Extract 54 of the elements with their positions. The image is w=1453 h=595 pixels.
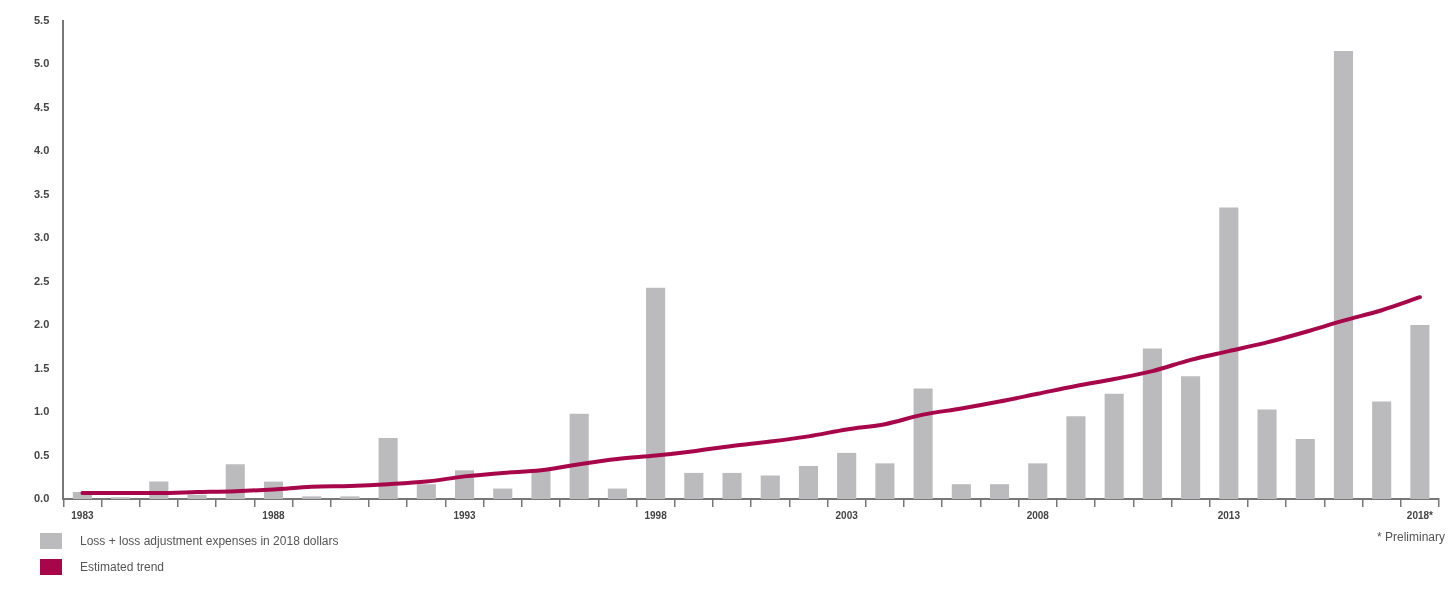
y-tick-label: 1.5 [33,361,50,374]
y-tick-label: 2.5 [33,274,50,287]
bar [1333,51,1354,499]
bar [187,494,207,499]
bar [1219,207,1239,499]
y-tick-label: 1.0 [33,405,50,418]
bar [607,488,627,499]
y-tick-label: 5.5 [33,13,50,26]
line-series [80,295,1422,495]
x-tick-label: 1993 [453,509,477,521]
bar [1142,348,1162,499]
x-tick-label: 2018* [1406,509,1434,521]
bar [1181,376,1201,499]
text: * Preliminary [1376,530,1445,544]
bar [951,484,971,499]
bar [1295,438,1315,499]
bar [684,472,704,499]
bar [1257,409,1277,499]
bar [493,488,513,499]
bar [875,463,895,499]
bar [798,465,819,499]
x-tick-label: 2008 [1026,509,1050,521]
bar [1066,416,1086,499]
bar [989,484,1010,499]
bar [646,287,666,499]
bar [416,484,436,499]
y-tick-label: 0.0 [33,492,50,505]
bar [302,496,322,499]
bar [722,472,742,499]
bar [1028,463,1048,499]
bar [340,496,360,499]
x-tick-label: 1983 [71,509,94,521]
bar [1104,393,1124,499]
y-tick-label: 5.0 [33,57,50,70]
bar [913,388,933,499]
y-tick-label: 4.0 [33,144,50,157]
x-tick-label: 1988 [262,509,286,521]
bar [837,452,857,499]
x-tick-label: 1998 [644,509,668,521]
y-tick-label: 3.5 [33,187,50,200]
x-tick-label: 2003 [835,509,859,521]
x-tick-label: 2013 [1217,509,1241,521]
bar [569,413,589,499]
bar [760,475,780,499]
bar [378,438,398,499]
bar [531,470,551,499]
legend-label: Loss + loss adjustment expenses in 2018 dollars [80,534,339,548]
bar [1372,401,1392,499]
y-tick-label: 2.0 [33,318,50,331]
y-tick-label: 4.5 [33,100,50,113]
bar [1410,325,1430,499]
y-tick-label: 0.5 [33,448,50,461]
legend-label: Estimated trend [80,560,165,574]
y-tick-label: 3.0 [33,231,50,244]
